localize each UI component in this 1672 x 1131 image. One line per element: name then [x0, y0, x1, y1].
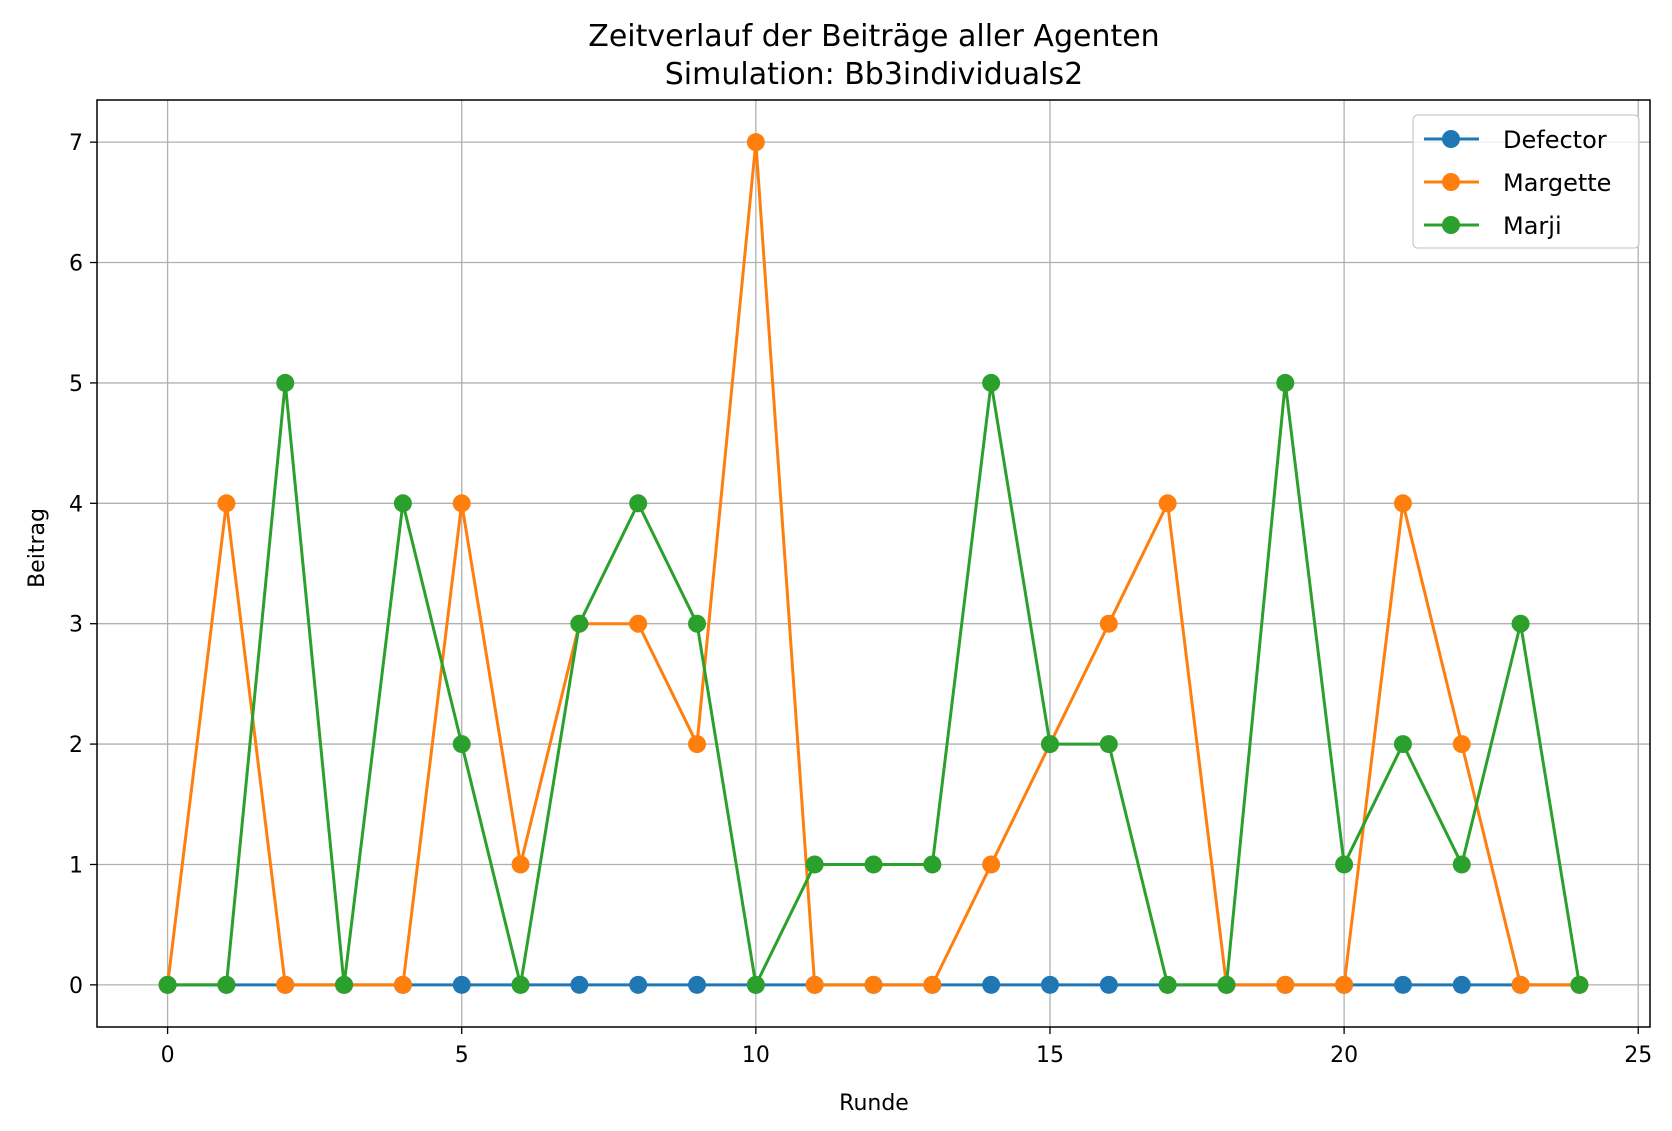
data-point-marji: [1099, 735, 1118, 754]
data-point-margette: [923, 975, 942, 994]
data-point-margette: [276, 975, 295, 994]
data-point-marji: [1452, 855, 1471, 874]
data-point-marji: [1158, 975, 1177, 994]
chart-title: Zeitverlauf der Beiträge aller Agenten: [588, 19, 1159, 54]
data-point-margette: [1158, 494, 1177, 513]
data-point-defector: [629, 975, 648, 994]
x-tick-label: 25: [1624, 1043, 1652, 1068]
y-tick-label: 5: [69, 372, 83, 397]
data-point-defector: [1452, 975, 1471, 994]
data-point-marji: [1511, 614, 1530, 633]
data-point-marji: [276, 373, 295, 392]
y-tick-label: 6: [69, 252, 83, 277]
data-point-margette: [1393, 494, 1412, 513]
data-point-margette: [511, 855, 530, 874]
data-point-margette: [452, 494, 471, 513]
data-point-marji: [629, 494, 648, 513]
axes-frame: [96, 99, 1651, 1028]
data-point-defector: [1040, 975, 1059, 994]
data-point-margette: [1335, 975, 1354, 994]
legend-label-defector: Defector: [1503, 126, 1607, 154]
chart-subtitle: Simulation: Bb3individuals2: [665, 57, 1083, 92]
data-point-margette: [1099, 614, 1118, 633]
y-tick-label: 7: [69, 131, 83, 156]
data-point-marji: [1393, 735, 1412, 754]
data-point-marji: [1217, 975, 1236, 994]
data-point-margette: [1452, 735, 1471, 754]
y-axis-label: Beitrag: [25, 508, 50, 588]
y-tick-label: 0: [69, 974, 83, 999]
data-point-marji: [511, 975, 530, 994]
y-tick-label: 1: [69, 853, 83, 878]
data-point-margette: [1276, 975, 1295, 994]
data-point-marji: [982, 373, 1001, 392]
x-tick-label: 0: [161, 1043, 175, 1068]
data-point-marji: [452, 735, 471, 754]
data-point-defector: [570, 975, 589, 994]
data-point-margette: [688, 735, 707, 754]
y-tick-label: 2: [69, 733, 83, 758]
data-point-margette: [864, 975, 883, 994]
x-tick-label: 15: [1036, 1043, 1064, 1068]
data-point-margette: [982, 855, 1001, 874]
data-point-marji: [1570, 975, 1589, 994]
data-point-margette: [805, 975, 824, 994]
data-point-marji: [688, 614, 707, 633]
data-point-marji: [393, 494, 412, 513]
data-point-marji: [1276, 373, 1295, 392]
data-point-marji: [923, 855, 942, 874]
data-point-marji: [217, 975, 236, 994]
legend-label-margette: Margette: [1503, 169, 1611, 197]
data-point-marji: [1335, 855, 1354, 874]
data-point-defector: [452, 975, 471, 994]
legend-marker-defector: [1442, 130, 1460, 148]
data-point-marji: [570, 614, 589, 633]
plot-area: 0 5 10 15 20 25 0 1 2 3 4 5 6 7 Defector Margette Marji: [69, 99, 1652, 1068]
legend-marker-marji: [1442, 216, 1460, 234]
data-point-marji: [805, 855, 824, 874]
data-point-margette: [1511, 975, 1530, 994]
legend-box: [1412, 114, 1640, 249]
data-point-marji: [1040, 735, 1059, 754]
data-point-margette: [217, 494, 236, 513]
data-point-defector: [688, 975, 707, 994]
x-tick-label: 20: [1330, 1043, 1358, 1068]
data-point-margette: [746, 133, 765, 152]
x-tick-label: 5: [455, 1043, 469, 1068]
data-point-defector: [1099, 975, 1118, 994]
data-point-margette: [393, 975, 412, 994]
data-point-marji: [746, 975, 765, 994]
y-tick-label: 3: [69, 613, 83, 638]
data-point-margette: [629, 614, 648, 633]
series-line-marji: [166, 381, 1582, 987]
y-tick-label: 4: [69, 492, 83, 517]
data-point-defector: [1393, 975, 1412, 994]
data-point-marji: [158, 975, 177, 994]
data-point-marji: [335, 975, 354, 994]
data-point-defector: [982, 975, 1001, 994]
data-point-marji: [864, 855, 883, 874]
x-tick-label: 10: [742, 1043, 770, 1068]
legend-label-marji: Marji: [1503, 212, 1562, 240]
x-axis-label: Runde: [839, 1091, 909, 1116]
legend-marker-margette: [1442, 173, 1460, 191]
